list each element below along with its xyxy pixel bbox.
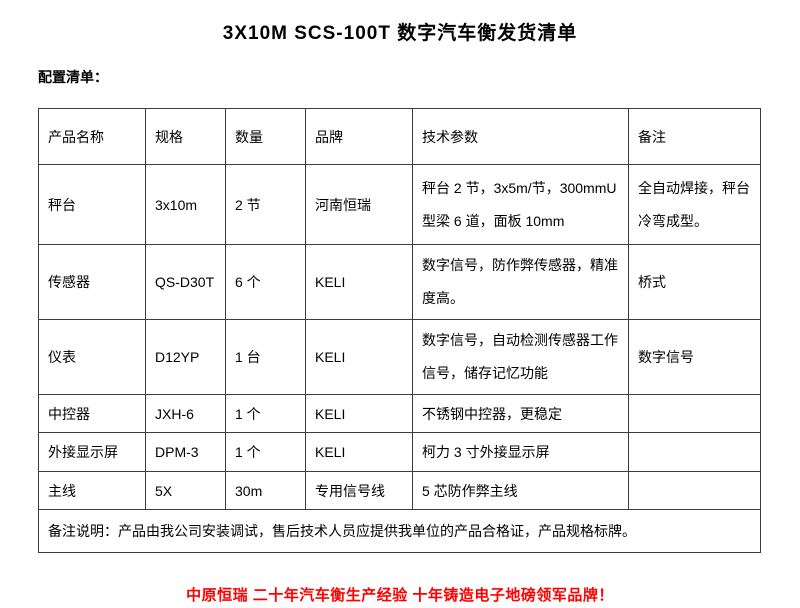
cell-spec: JXH-6 [145,394,226,433]
shipping-list-table: 产品名称 规格 数量 品牌 技术参数 备注 秤台 3x10m 2 节 河南恒瑞 … [38,108,761,553]
cell-spec: 5X [145,471,226,510]
cell-note: 桥式 [628,244,761,320]
table-row: 主线 5X 30m 专用信号线 5 芯防作弊主线 [38,471,761,510]
header-brand: 品牌 [305,108,413,165]
header-tech-params: 技术参数 [412,108,629,165]
cell-brand: 河南恒瑞 [305,164,413,245]
cell-brand: 专用信号线 [305,471,413,510]
cell-spec: DPM-3 [145,432,226,472]
table-row: 中控器 JXH-6 1 个 KELI 不锈钢中控器，更稳定 [38,394,761,433]
header-product-name: 产品名称 [38,108,146,165]
cell-brand: KELI [305,432,413,472]
table-row: 秤台 3x10m 2 节 河南恒瑞 秤台 2 节，3x5m/节，300mmU型梁… [38,164,761,245]
cell-note [628,471,761,510]
cell-spec: 3x10m [145,164,226,245]
cell-quantity: 6 个 [225,244,306,320]
cell-product-name: 传感器 [38,244,146,320]
cell-quantity: 1 台 [225,319,306,395]
cell-note [628,432,761,472]
cell-product-name: 外接显示屏 [38,432,146,472]
cell-tech-params: 秤台 2 节，3x5m/节，300mmU型梁 6 道，面板 10mm [412,164,629,245]
cell-product-name: 主线 [38,471,146,510]
cell-tech-params: 柯力 3 寸外接显示屏 [412,432,629,472]
cell-brand: KELI [305,319,413,395]
table-row: 传感器 QS-D30T 6 个 KELI 数字信号，防作弊传感器，精准度高。 桥… [38,244,761,320]
cell-spec: D12YP [145,319,226,395]
cell-brand: KELI [305,394,413,433]
table-remark-row: 备注说明：产品由我公司安装调试，售后技术人员应提供我单位的产品合格证，产品规格标… [38,509,761,553]
cell-product-name: 仪表 [38,319,146,395]
remark-cell: 备注说明：产品由我公司安装调试，售后技术人员应提供我单位的产品合格证，产品规格标… [38,509,761,553]
cell-tech-params: 不锈钢中控器，更稳定 [412,394,629,433]
cell-quantity: 2 节 [225,164,306,245]
section-label: 配置清单： [38,69,108,85]
table-row: 仪表 D12YP 1 台 KELI 数字信号，自动检测传感器工作信号，储存记忆功… [38,319,761,395]
cell-quantity: 1 个 [225,394,306,433]
header-note: 备注 [628,108,761,165]
header-quantity: 数量 [225,108,306,165]
cell-note [628,394,761,433]
cell-note: 数字信号 [628,319,761,395]
table-row: 外接显示屏 DPM-3 1 个 KELI 柯力 3 寸外接显示屏 [38,432,761,472]
cell-product-name: 秤台 [38,164,146,245]
cell-product-name: 中控器 [38,394,146,433]
header-spec: 规格 [145,108,226,165]
footer-slogan: 中原恒瑞 二十年汽车衡生产经验 十年铸造电子地磅领军品牌！ [186,587,614,604]
cell-quantity: 1 个 [225,432,306,472]
cell-tech-params: 数字信号，防作弊传感器，精准度高。 [412,244,629,320]
table-header-row: 产品名称 规格 数量 品牌 技术参数 备注 [38,108,761,165]
page-title: 3X10M SCS-100T 数字汽车衡发货清单 [222,23,578,44]
cell-tech-params: 数字信号，自动检测传感器工作信号，储存记忆功能 [412,319,629,395]
cell-brand: KELI [305,244,413,320]
cell-spec: QS-D30T [145,244,226,320]
cell-tech-params: 5 芯防作弊主线 [412,471,629,510]
cell-note: 全自动焊接，秤台冷弯成型。 [628,164,761,245]
cell-quantity: 30m [225,471,306,510]
